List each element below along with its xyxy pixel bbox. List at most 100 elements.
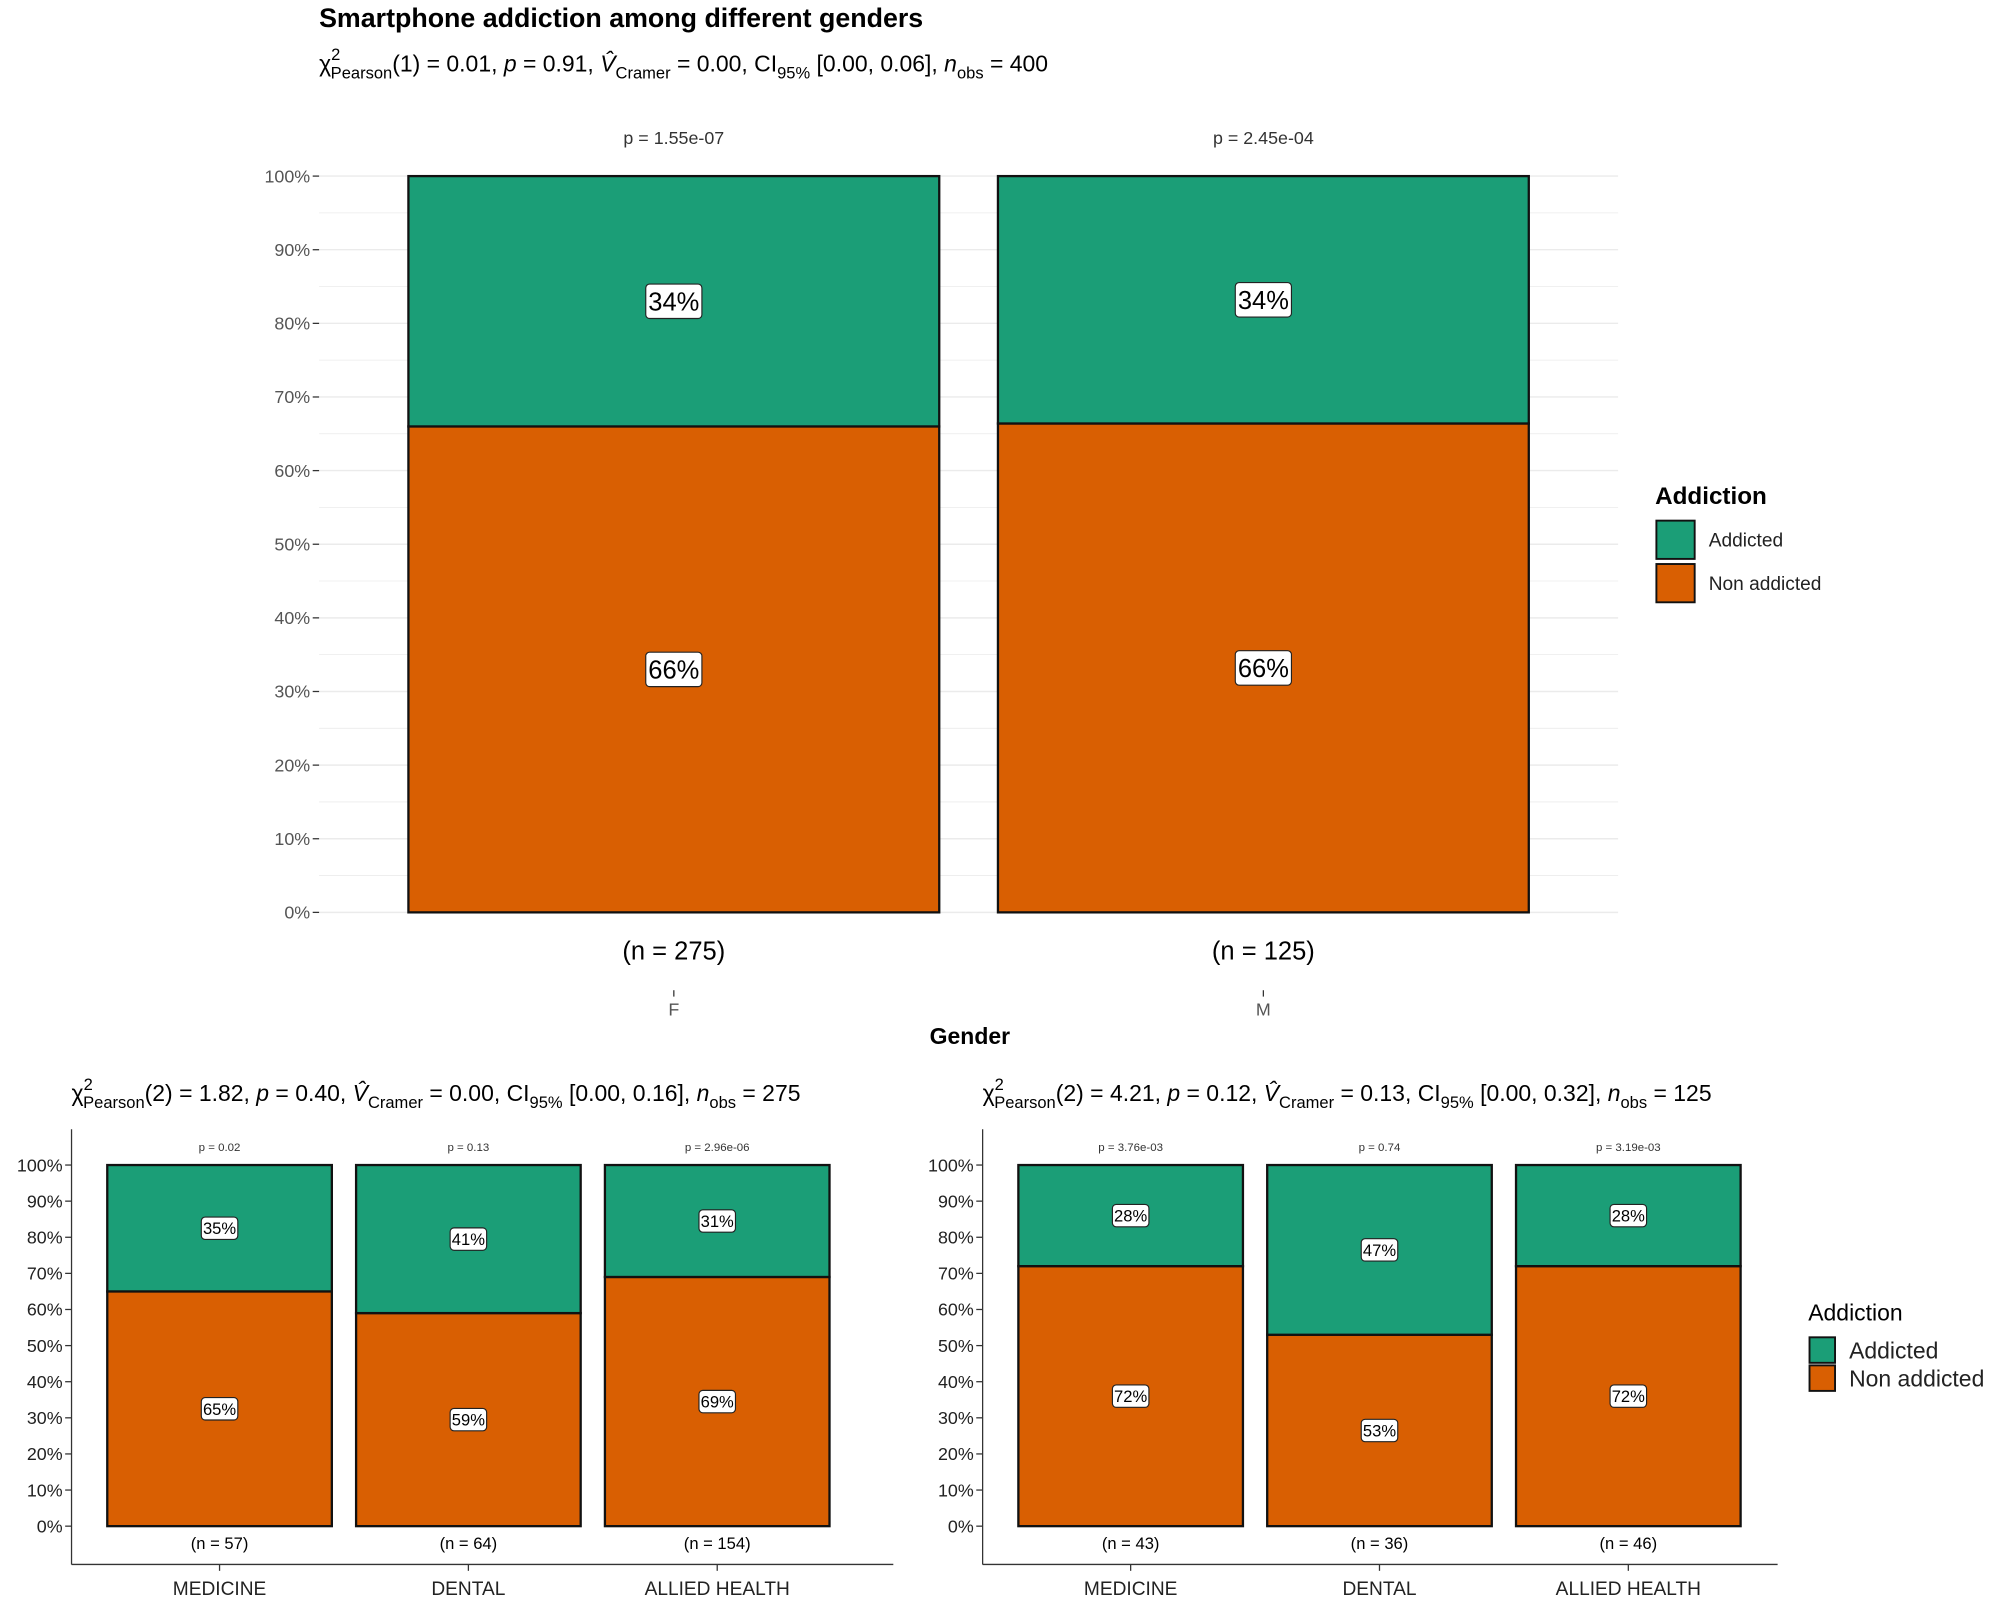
data-label-box <box>1234 650 1293 686</box>
y-tick-label: 20% <box>27 1444 63 1464</box>
y-tick-label: 70% <box>938 1264 974 1284</box>
x-axis-label: Gender <box>930 1023 1010 1049</box>
x-tick-label: ALLIED HEALTH <box>645 1579 790 1600</box>
data-label-box <box>1360 1238 1399 1262</box>
n-label: (n = 46) <box>1600 1534 1658 1553</box>
y-tick-label: 10% <box>938 1480 974 1500</box>
data-label: 69% <box>701 1393 734 1412</box>
y-tick-label: 60% <box>27 1300 63 1320</box>
legend-label: Non addicted <box>1849 1365 1984 1391</box>
y-tick-label: 60% <box>938 1300 974 1320</box>
legend-title: Addiction <box>1655 483 1767 510</box>
x-tick-label: M <box>1256 1000 1271 1020</box>
n-label: (n = 125) <box>1212 938 1315 966</box>
n-label: (n = 275) <box>622 938 725 966</box>
y-tick-label: 100% <box>264 166 310 186</box>
data-label-box <box>1111 1384 1150 1408</box>
data-label-box <box>1111 1203 1150 1228</box>
p-value-label: p = 3.76e-03 <box>1098 1142 1163 1154</box>
y-tick-label: 90% <box>27 1191 63 1211</box>
y-tick-label: 70% <box>274 387 310 407</box>
x-tick-label: DENTAL <box>431 1579 505 1600</box>
chart-subtitle: χ2 Pearson(1) = 0.01, p = 0.91, V̂Cramer … <box>319 45 1048 82</box>
y-tick-label: 90% <box>938 1191 974 1211</box>
data-label: 66% <box>648 657 699 685</box>
data-label-box <box>1234 281 1293 318</box>
y-tick-label: 60% <box>274 461 310 481</box>
legend-label: Addicted <box>1709 531 1783 552</box>
n-label: (n = 154) <box>684 1534 751 1553</box>
x-tick-label: ALLIED HEALTH <box>1556 1579 1701 1600</box>
data-label: 34% <box>648 288 699 316</box>
panel-subtitle-f: χ2 Pearson(2) = 1.82, p = 0.40, V̂Cramer … <box>72 1075 801 1112</box>
y-tick-label: 80% <box>274 314 310 334</box>
data-label-box <box>1360 1418 1399 1443</box>
data-label-box <box>698 1209 737 1233</box>
legend-swatch <box>1655 519 1696 560</box>
y-tick-label: 40% <box>27 1372 63 1392</box>
legend-swatch <box>1808 1364 1836 1392</box>
y-tick-label: 70% <box>27 1264 63 1284</box>
y-tick-label: 10% <box>27 1480 63 1500</box>
data-label-box <box>698 1389 737 1414</box>
n-label: (n = 43) <box>1102 1534 1160 1553</box>
data-label: 47% <box>1363 1241 1396 1260</box>
x-tick-label: F <box>668 1000 679 1020</box>
y-tick-label: 0% <box>37 1516 63 1536</box>
data-label-box <box>645 283 703 320</box>
y-tick-label: 50% <box>938 1336 974 1356</box>
legend-label: Non addicted <box>1709 574 1822 595</box>
y-tick-label: 50% <box>274 534 310 554</box>
y-tick-label: 90% <box>274 240 310 260</box>
y-tick-label: 30% <box>274 682 310 702</box>
data-label: 41% <box>452 1230 485 1249</box>
data-label: 28% <box>1114 1207 1147 1226</box>
y-tick-label: 0% <box>284 903 310 923</box>
data-label: 65% <box>203 1400 236 1419</box>
data-label-box <box>200 1216 239 1241</box>
y-tick-label: 20% <box>938 1444 974 1464</box>
data-label: 66% <box>1238 655 1289 683</box>
p-value-label: p = 0.13 <box>447 1142 489 1154</box>
y-tick-label: 100% <box>928 1155 974 1175</box>
data-label: 72% <box>1612 1387 1645 1406</box>
panel-subtitle-m: χ2 Pearson(2) = 4.21, p = 0.12, V̂Cramer … <box>983 1075 1712 1112</box>
n-label: (n = 57) <box>191 1534 249 1553</box>
legend-title: Addiction <box>1808 1300 1902 1326</box>
legend-swatch <box>1655 563 1696 604</box>
p-value-label: p = 3.19e-03 <box>1596 1142 1661 1154</box>
y-tick-label: 10% <box>274 829 310 849</box>
data-label: 31% <box>701 1212 734 1231</box>
p-value-label: p = 2.96e-06 <box>685 1142 750 1154</box>
y-tick-label: 100% <box>17 1155 63 1175</box>
data-label: 53% <box>1363 1421 1396 1440</box>
data-label: 59% <box>452 1411 485 1430</box>
y-tick-label: 0% <box>948 1516 974 1536</box>
p-value-label: p = 1.55e-07 <box>623 128 724 148</box>
p-value-label: p = 2.45e-04 <box>1213 128 1314 148</box>
y-tick-label: 20% <box>274 755 310 775</box>
p-value-label: p = 0.74 <box>1359 1142 1401 1154</box>
x-tick-label: MEDICINE <box>173 1579 267 1600</box>
data-label: 28% <box>1612 1207 1645 1226</box>
p-value-label: p = 0.02 <box>199 1142 241 1154</box>
y-tick-label: 40% <box>938 1372 974 1392</box>
data-label: 72% <box>1114 1387 1147 1406</box>
data-label: 34% <box>1238 287 1289 315</box>
data-label-box <box>645 651 703 688</box>
data-label-box <box>1609 1203 1648 1228</box>
y-tick-label: 80% <box>27 1228 63 1248</box>
n-label: (n = 64) <box>440 1534 498 1553</box>
y-tick-label: 50% <box>27 1336 63 1356</box>
x-tick-label: DENTAL <box>1342 1579 1416 1600</box>
data-label-box <box>1609 1384 1648 1408</box>
y-tick-label: 30% <box>27 1408 63 1428</box>
n-label: (n = 36) <box>1351 1534 1409 1553</box>
x-tick-label: MEDICINE <box>1084 1579 1178 1600</box>
legend-label: Addicted <box>1849 1337 1938 1363</box>
y-tick-label: 40% <box>274 608 310 628</box>
y-tick-label: 30% <box>938 1408 974 1428</box>
data-label-box <box>200 1397 239 1421</box>
legend-swatch <box>1808 1336 1836 1364</box>
